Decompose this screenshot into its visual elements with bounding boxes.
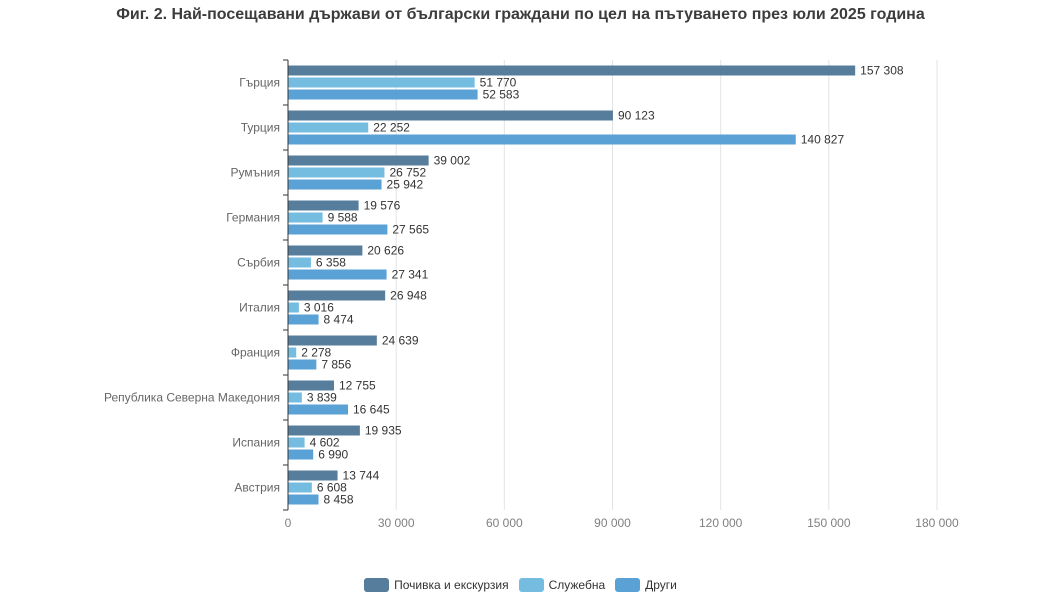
bar-value-label: 6 608: [317, 481, 347, 495]
legend-item[interactable]: Служебна: [518, 578, 606, 592]
x-tick-label: 120 000: [699, 516, 743, 530]
chart-title: Фиг. 2. Най-посещавани държави от българ…: [116, 6, 925, 23]
category-label: Румъния: [231, 166, 280, 180]
bar: [288, 155, 429, 166]
bar: [288, 302, 299, 313]
bar: [288, 314, 319, 325]
legend: Почивка и екскурзия Служебна Други: [0, 578, 1041, 592]
bar-value-label: 20 626: [367, 244, 404, 258]
category-label: Франция: [231, 346, 280, 360]
category-label: Германия: [226, 211, 280, 225]
bar-value-label: 8 458: [323, 493, 353, 507]
legend-item[interactable]: Други: [615, 578, 677, 592]
x-tick-label: 0: [285, 516, 292, 530]
bar-value-label: 7 856: [321, 358, 351, 372]
bar-value-label: 4 602: [310, 436, 340, 450]
bar-value-label: 3 839: [307, 391, 337, 405]
bar: [288, 167, 385, 178]
category-label: Италия: [239, 301, 280, 315]
bar-value-label: 12 755: [339, 379, 376, 393]
legend-label: Служебна: [548, 578, 606, 592]
category-label: Република Северна Македония: [104, 391, 280, 405]
bar: [288, 122, 369, 133]
bar: [288, 65, 856, 76]
bar: [288, 257, 311, 268]
x-tick-label: 180 000: [915, 516, 959, 530]
category-label: Сърбия: [237, 256, 280, 270]
bar-value-label: 19 576: [364, 199, 401, 213]
category-label: Австрия: [234, 481, 280, 495]
category-label: Турция: [241, 121, 280, 135]
bar-value-label: 13 744: [343, 469, 380, 483]
bar-value-label: 25 942: [387, 178, 424, 192]
bar: [288, 224, 388, 235]
bar: [288, 269, 387, 280]
x-tick-label: 30 000: [378, 516, 415, 530]
bar-value-label: 51 770: [480, 76, 517, 90]
bar: [288, 179, 382, 190]
bar-value-label: 6 358: [316, 256, 346, 270]
category-label: Испания: [232, 436, 280, 450]
bar: [288, 245, 363, 256]
legend-swatch: [518, 578, 544, 592]
bar: [288, 470, 338, 481]
legend-swatch: [364, 578, 390, 592]
bar: [288, 89, 478, 100]
bar: [288, 380, 334, 391]
bar-value-label: 157 308: [860, 64, 904, 78]
bar: [288, 494, 319, 505]
bar: [288, 212, 323, 223]
legend-label: Други: [645, 578, 677, 592]
bar: [288, 335, 377, 346]
bar-value-label: 16 645: [353, 403, 390, 417]
grid-lines: [395, 60, 938, 510]
x-tick-label: 90 000: [594, 516, 631, 530]
bar: [288, 347, 297, 358]
bar-value-label: 24 639: [382, 334, 419, 348]
bar: [288, 290, 386, 301]
legend-swatch: [615, 578, 641, 592]
bar-value-label: 8 474: [324, 313, 354, 327]
bar-value-label: 39 002: [434, 154, 471, 168]
x-tick-label: 60 000: [486, 516, 523, 530]
bar-value-label: 52 583: [483, 88, 520, 102]
bar: [288, 134, 796, 145]
bar: [288, 404, 349, 415]
bar: [288, 482, 312, 493]
bar-value-label: 9 588: [328, 211, 358, 225]
category-label: Гърция: [239, 76, 280, 90]
axes: 0 30 000 60 000 90 000 120 000 150 000 180 000…: [104, 59, 959, 530]
bar-value-label: 6 990: [318, 448, 348, 462]
bar-value-label: 90 123: [618, 109, 655, 123]
bar-value-label: 27 565: [392, 223, 429, 237]
bar-value-label: 140 827: [801, 133, 845, 147]
bar-value-label: 26 948: [390, 289, 427, 303]
bar-value-label: 27 341: [392, 268, 429, 282]
bar: [288, 437, 305, 448]
legend-item[interactable]: Почивка и екскурзия: [364, 578, 509, 592]
bar: [288, 449, 314, 460]
bar-value-label: 3 016: [304, 301, 334, 315]
bar: [288, 200, 359, 211]
bar: [288, 425, 360, 436]
bar: [288, 110, 613, 121]
bar: [288, 359, 317, 370]
bar-value-label: 2 278: [301, 346, 331, 360]
bar-value-label: 19 935: [365, 424, 402, 438]
bar: [288, 77, 475, 88]
bar-value-label: 22 252: [373, 121, 410, 135]
bar-value-label: 26 752: [389, 166, 426, 180]
x-tick-label: 150 000: [807, 516, 851, 530]
legend-label: Почивка и екскурзия: [394, 578, 509, 592]
bar: [288, 392, 302, 403]
